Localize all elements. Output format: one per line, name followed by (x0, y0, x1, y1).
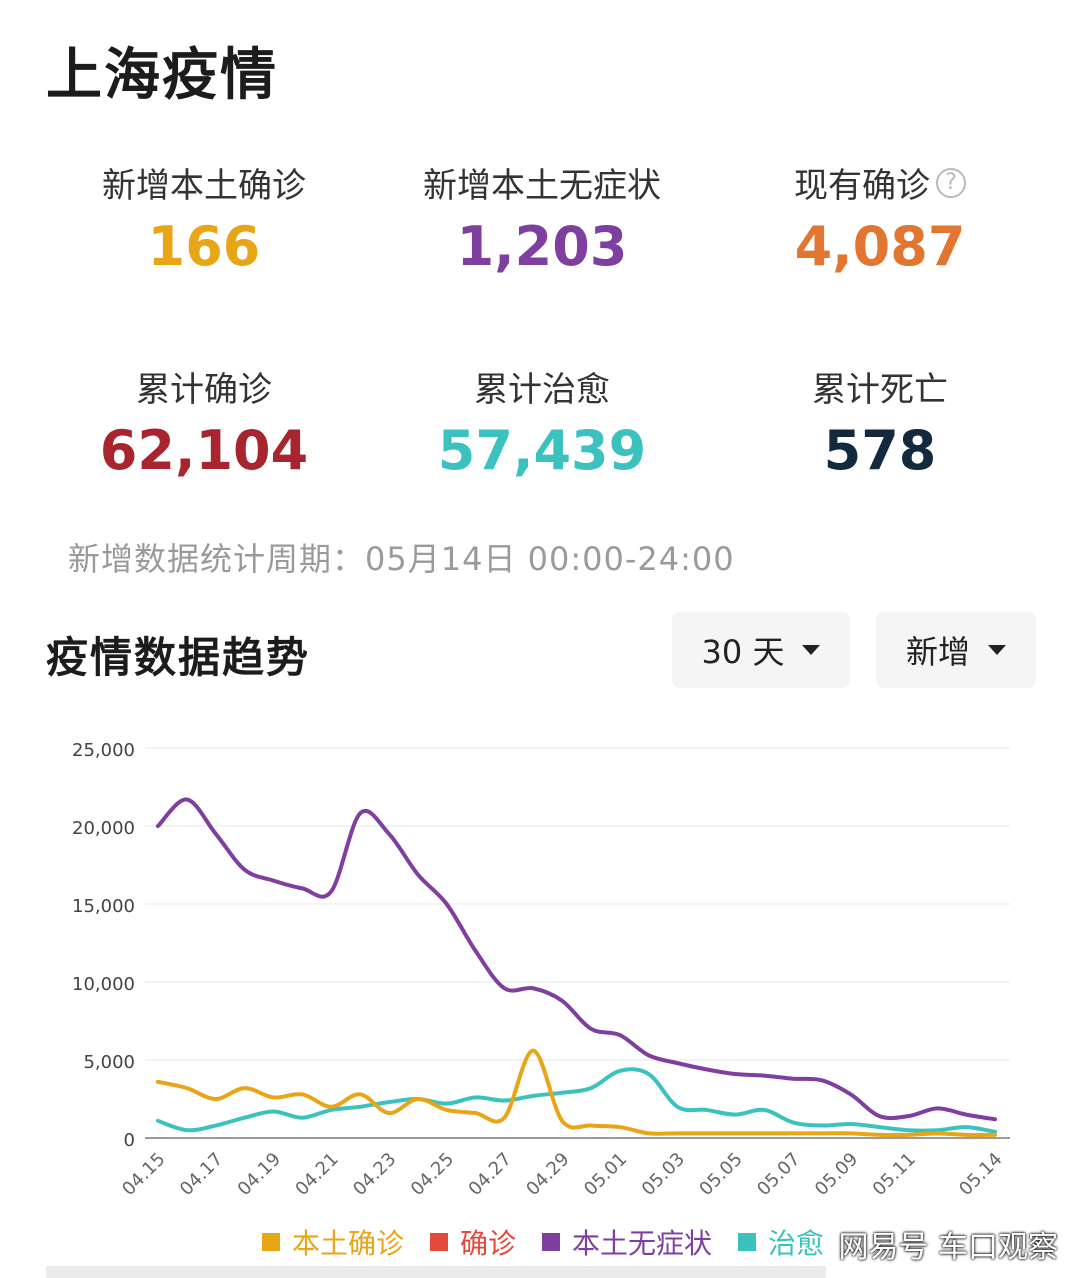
stat-value: 1,203 (456, 215, 628, 278)
x-tick-label: 05.01 (580, 1149, 631, 1200)
stat-value: 166 (147, 215, 261, 278)
type-dropdown[interactable]: 新增 (876, 612, 1036, 688)
caret-down-icon (988, 645, 1006, 655)
x-tick-label: 05.11 (869, 1149, 920, 1200)
page-title: 上海疫情 (46, 43, 278, 108)
legend-swatch (430, 1233, 449, 1251)
watermark: 网易号 车口观察 (838, 1230, 1058, 1265)
y-tick-label: 0 (124, 1130, 135, 1151)
y-tick-label: 10,000 (72, 974, 135, 995)
x-tick-label: 04.21 (291, 1149, 342, 1200)
legend-swatch (262, 1233, 280, 1251)
stat-label: 现有确诊 (794, 166, 930, 206)
bottom-note-cut (46, 1266, 826, 1278)
stat-value: 4,087 (794, 215, 966, 278)
x-tick-label: 05.07 (753, 1149, 804, 1200)
legend-swatch (738, 1233, 757, 1251)
stat-label: 新增本土确诊 (102, 166, 306, 206)
caret-down-icon (802, 645, 821, 655)
series-line-2 (156, 797, 997, 1122)
legend-label: 本土无症状 (572, 1227, 713, 1260)
range-dropdown-label: 30 天 (701, 633, 785, 671)
x-tick-label: 04.23 (349, 1149, 400, 1200)
x-tick-label: 05.05 (695, 1149, 746, 1200)
stat-value: 62,104 (99, 419, 309, 482)
series-line-3 (156, 1067, 997, 1134)
legend-item[interactable]: 本土无症状 (542, 1222, 712, 1262)
stat-label: 累计确诊 (136, 370, 272, 410)
stat-current-confirmed: 现有确诊 ? 4,087 (710, 158, 1050, 278)
stat-cumulative-confirmed: 累计确诊 62,104 (34, 362, 374, 482)
x-tick-label: 04.27 (465, 1149, 516, 1200)
stat-cumulative-deaths: 累计死亡 578 (710, 362, 1050, 482)
y-tick-label: 20,000 (72, 818, 135, 839)
help-icon[interactable]: ? (936, 167, 966, 198)
x-tick-label: 05.03 (638, 1149, 689, 1200)
x-tick-label: 05.14 (955, 1149, 1006, 1200)
stat-period-text: 新增数据统计周期：05月14日 00:00-24:00 (68, 540, 735, 578)
legend-item[interactable]: 治愈 (738, 1222, 824, 1262)
legend-label: 确诊 (460, 1227, 517, 1260)
stat-value: 578 (823, 419, 937, 482)
trend-chart: 0 5,000 10,000 15,000 20,000 25,000 04.15 04.17… (72, 740, 1010, 1200)
x-tick-label: 04.19 (234, 1149, 285, 1200)
x-tick-label: 04.29 (522, 1149, 573, 1200)
stat-new-local-asymptomatic: 新增本土无症状 1,203 (372, 158, 712, 278)
stat-label: 累计死亡 (812, 370, 948, 410)
series-line-0 (156, 1048, 997, 1138)
y-tick-label: 15,000 (72, 896, 135, 917)
y-tick-label: 25,000 (72, 740, 135, 761)
y-tick-label: 5,000 (83, 1052, 135, 1073)
stat-cumulative-recovered: 累计治愈 57,439 (372, 362, 712, 482)
legend-label: 治愈 (768, 1227, 825, 1260)
stat-label: 新增本土无症状 (423, 166, 661, 206)
range-dropdown[interactable]: 30 天 (672, 612, 850, 688)
x-tick-label: 04.15 (118, 1149, 169, 1200)
chart-legend: 本土确诊 确诊 本土无症状 治愈 (262, 1222, 824, 1262)
legend-label: 本土确诊 (292, 1227, 405, 1260)
x-tick-label: 05.09 (811, 1149, 862, 1200)
legend-item[interactable]: 确诊 (430, 1222, 516, 1262)
legend-item[interactable]: 本土确诊 (262, 1222, 404, 1262)
legend-swatch (542, 1233, 561, 1251)
x-tick-label: 04.17 (176, 1149, 227, 1200)
trend-section-title: 疫情数据趋势 (46, 633, 311, 682)
type-dropdown-label: 新增 (905, 633, 970, 671)
x-tick-label: 04.25 (407, 1149, 458, 1200)
stat-value: 57,439 (437, 419, 647, 482)
stat-label: 累计治愈 (474, 370, 610, 410)
stat-new-local-confirmed: 新增本土确诊 166 (34, 158, 374, 278)
